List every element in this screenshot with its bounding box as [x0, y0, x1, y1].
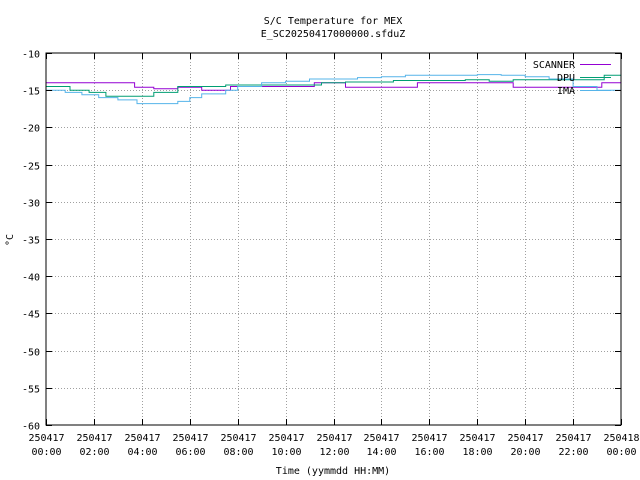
x-tick-time-label: 20:00 — [510, 447, 540, 458]
x-tick-date-label: 250417 — [555, 433, 591, 444]
x-tick-time-label: 16:00 — [414, 447, 444, 458]
y-axis-label: °C — [5, 234, 16, 246]
y-tick-label: -15 — [22, 87, 40, 98]
x-tick-time-label: 18:00 — [462, 447, 492, 458]
y-tick-label: -40 — [22, 273, 40, 284]
y-tick-label: -55 — [22, 385, 40, 396]
x-tick-time-label: 02:00 — [79, 447, 109, 458]
x-tick-time-label: 00:00 — [606, 447, 636, 458]
x-tick-date-label: 250417 — [28, 433, 64, 444]
y-tick-label: -25 — [22, 162, 40, 173]
x-tick-date-label: 250417 — [268, 433, 304, 444]
legend-label-dpu: DPU — [557, 73, 575, 84]
x-tick-time-label: 00:00 — [31, 447, 61, 458]
x-tick-time-label: 22:00 — [558, 447, 588, 458]
x-tick-date-label: 250417 — [220, 433, 256, 444]
chart-subtitle: E_SC20250417000000.sfduZ — [261, 29, 406, 40]
y-tick-label: -60 — [22, 422, 40, 433]
y-tick-label: -10 — [22, 50, 40, 61]
y-tick-label: -30 — [22, 199, 40, 210]
x-tick-date-label: 250417 — [459, 433, 495, 444]
series-lines — [46, 74, 621, 105]
axis-ticks: -10-15-20-25-30-35-40-45-50-55-602504170… — [22, 50, 640, 459]
x-tick-time-label: 10:00 — [271, 447, 301, 458]
x-tick-date-label: 250417 — [411, 433, 447, 444]
x-tick-date-label: 250417 — [507, 433, 543, 444]
x-tick-time-label: 14:00 — [366, 447, 396, 458]
legend: SCANNER DPU IMA — [533, 60, 611, 97]
legend-label-scanner: SCANNER — [533, 60, 576, 71]
chart-title: S/C Temperature for MEX — [264, 16, 402, 27]
y-tick-label: -50 — [22, 348, 40, 359]
x-tick-date-label: 250417 — [172, 433, 208, 444]
series-line-scanner — [46, 82, 621, 91]
y-tick-label: -20 — [22, 124, 40, 135]
x-tick-time-label: 04:00 — [127, 447, 157, 458]
grid — [46, 53, 621, 425]
x-tick-date-label: 250417 — [124, 433, 160, 444]
legend-label-ima: IMA — [557, 86, 575, 97]
series-line-dpu — [46, 74, 621, 97]
x-tick-date-label: 250417 — [76, 433, 112, 444]
y-tick-label: -45 — [22, 310, 40, 321]
x-axis-label: Time (yymmdd HH:MM) — [276, 466, 390, 477]
x-tick-date-label: 250417 — [363, 433, 399, 444]
x-tick-date-label: 250418 — [603, 433, 639, 444]
x-tick-time-label: 12:00 — [319, 447, 349, 458]
x-tick-date-label: 250417 — [316, 433, 352, 444]
x-tick-time-label: 08:00 — [223, 447, 253, 458]
series-line-ima — [46, 74, 621, 105]
y-tick-label: -35 — [22, 236, 40, 247]
x-tick-time-label: 06:00 — [175, 447, 205, 458]
